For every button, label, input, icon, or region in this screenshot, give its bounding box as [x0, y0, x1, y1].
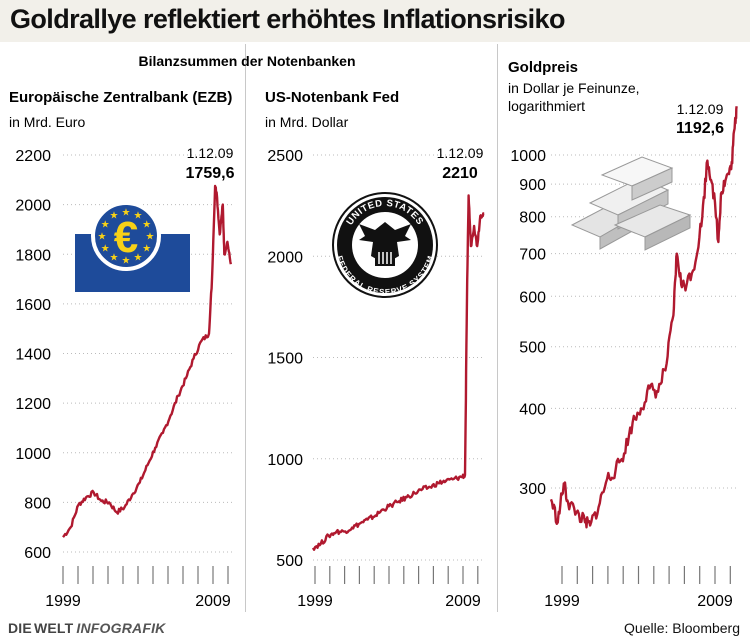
euro-star-icon: ★ [110, 252, 119, 263]
gold-y-tick-label: 1000 [510, 148, 546, 165]
ecb-y-tick-label: 2000 [15, 198, 51, 215]
source-credit: Quelle: Bloomberg [624, 620, 740, 636]
gold-y-axis: 300 400 500 600 700 800 900 1000 [510, 148, 738, 498]
euro-star-icon: ★ [146, 232, 155, 243]
shield-shape [375, 250, 395, 266]
group-label: Bilanzsummen der Notenbanken [138, 53, 355, 69]
ecb-panel: Europäische Zentralbank (EZB) in Mrd. Eu… [9, 89, 235, 610]
brand-welt: WELT [33, 620, 74, 636]
gold-series-line [549, 106, 738, 529]
panel-divider [245, 44, 246, 612]
ecb-annotation-date: 1.12.09 [187, 145, 234, 161]
ecb-x-tick-label: 2009 [195, 593, 231, 610]
title-bar [0, 0, 750, 42]
ecb-y-tick-label: 800 [24, 495, 51, 512]
euro-star-icon: ★ [134, 211, 143, 222]
euro-star-icon: ★ [142, 244, 151, 255]
euro-sign: € [114, 213, 138, 262]
gold-unit-line-2: logarithmiert [508, 98, 585, 114]
fed-x-tick-label: 1999 [297, 593, 333, 610]
gold-unit-line-1: in Dollar je Feinunze, [508, 80, 640, 96]
eagle-shape [359, 222, 411, 264]
fed-annotation-date: 1.12.09 [437, 145, 484, 161]
ecb-title: Europäische Zentralbank (EZB) [9, 89, 232, 106]
gold-bars-icon [570, 156, 692, 251]
ecb-y-tick-label: 1400 [15, 347, 51, 364]
euro-star-icon: ★ [122, 208, 131, 219]
fed-y-tick-label: 2000 [267, 249, 303, 266]
gold-y-tick-label: 800 [519, 210, 546, 227]
gold-y-tick-label: 400 [519, 401, 546, 418]
ecb-unit: in Mrd. Euro [9, 114, 85, 130]
euro-star-icon: ★ [122, 256, 131, 267]
euro-star-icon: ★ [101, 244, 110, 255]
fed-title: US-Notenbank Fed [265, 89, 399, 106]
gold-y-tick-label: 300 [519, 481, 546, 498]
fed-y-tick-label: 1000 [267, 452, 303, 469]
gold-y-tick-label: 900 [519, 177, 546, 194]
euro-star-icon: ★ [142, 220, 151, 231]
ecb-annotation-value: 1759,6 [186, 165, 235, 182]
gold-title: Goldpreis [508, 59, 578, 76]
ecb-series-line [62, 184, 232, 538]
ecb-y-tick-label: 1000 [15, 446, 51, 463]
gold-annotation-date: 1.12.09 [677, 101, 724, 117]
fed-y-tick-label: 2500 [267, 148, 303, 165]
fed-series-line [311, 194, 485, 551]
euro-star-icon: ★ [98, 232, 107, 243]
ecb-y-tick-label: 600 [24, 545, 51, 562]
brand-infografik: INFOGRAFIK [76, 620, 166, 636]
panel-divider [497, 44, 498, 612]
fed-y-tick-label: 1500 [267, 351, 303, 368]
ecb-y-tick-label: 1600 [15, 297, 51, 314]
ecb-y-tick-label: 1200 [15, 396, 51, 413]
brand-die: DIE [8, 620, 32, 636]
fed-seal-icon: UNITED STATES FEDERAL RESERVE SYSTEM [332, 192, 438, 298]
ecb-y-tick-label: 1800 [15, 247, 51, 264]
fed-panel: US-Notenbank Fed in Mrd. Dollar 500 1000 1… [265, 89, 485, 610]
gold-y-tick-label: 700 [519, 247, 546, 264]
fed-x-axis: 1999 2009 [297, 566, 481, 610]
gold-annotation-value: 1192,6 [676, 120, 724, 137]
fed-x-tick-label: 2009 [445, 593, 481, 610]
brand-logo: DIE WELT INFOGRAFIK [8, 620, 165, 636]
euro-star-icon: ★ [101, 220, 110, 231]
ecb-y-tick-label: 2200 [15, 148, 51, 165]
euro-logo-circle [91, 201, 161, 271]
euro-star-icon: ★ [134, 252, 143, 263]
gold-y-tick-label: 500 [519, 340, 546, 357]
fed-y-tick-label: 500 [276, 553, 303, 570]
gold-x-tick-label: 1999 [544, 593, 580, 610]
fed-annotation-value: 2210 [442, 165, 478, 182]
gold-x-axis: 1999 2009 [544, 566, 733, 610]
fed-unit: in Mrd. Dollar [265, 114, 349, 130]
ecb-x-tick-label: 1999 [45, 593, 81, 610]
euro-star-icon: ★ [110, 211, 119, 222]
ecb-x-axis: 1999 2009 [45, 566, 231, 610]
gold-y-tick-label: 600 [519, 289, 546, 306]
gold-x-tick-label: 2009 [697, 593, 733, 610]
page-title: Goldrallye reflektiert erhöhtes Inflatio… [10, 4, 565, 34]
euro-logo-icon: ★★★★★★★★★ ★ ★★ € [75, 201, 190, 292]
gold-panel: Goldpreis in Dollar je Feinunze, logarit… [508, 59, 738, 610]
